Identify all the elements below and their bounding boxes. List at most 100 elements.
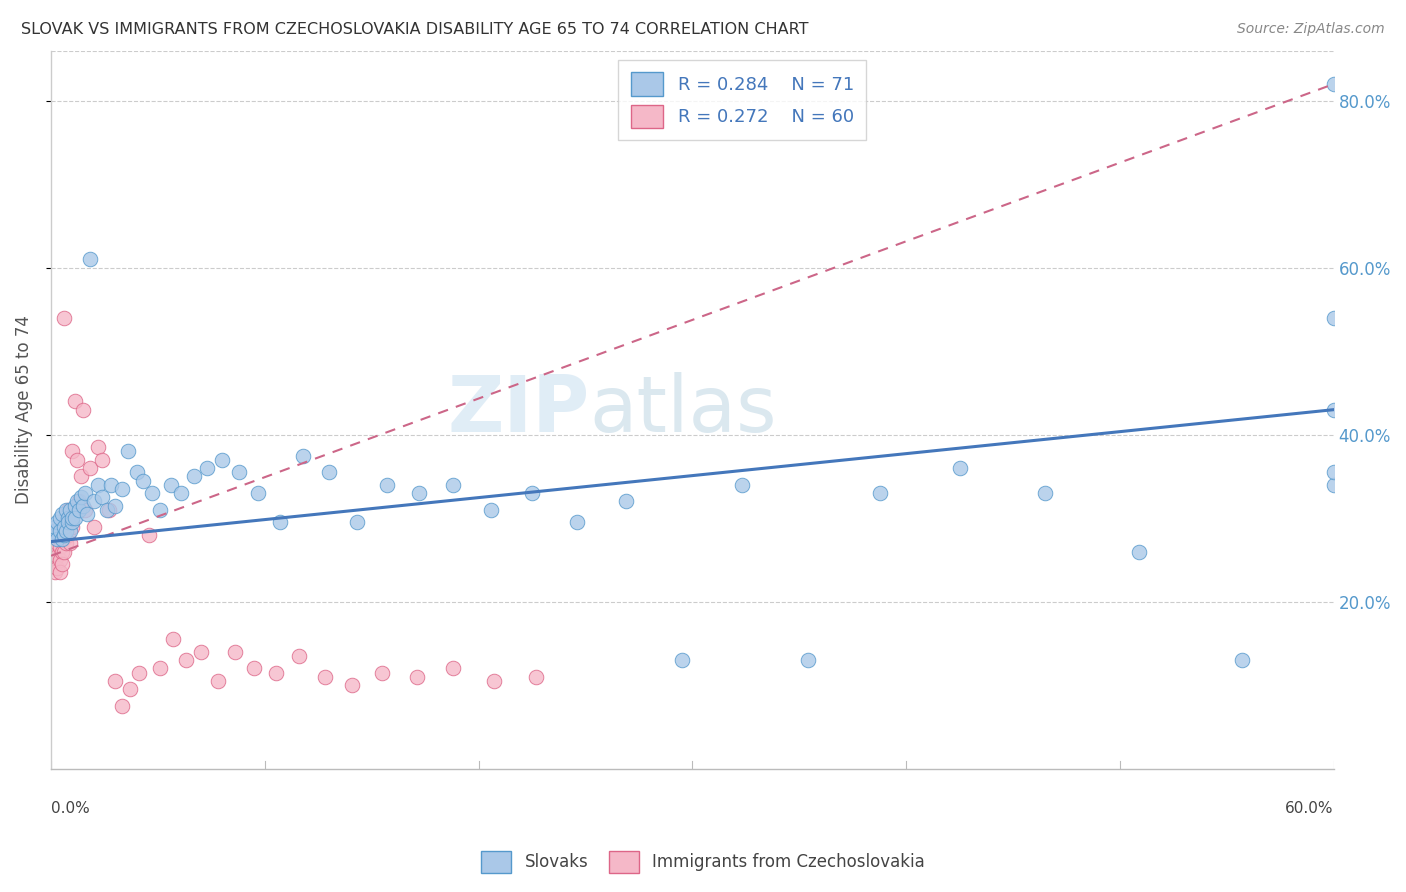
Point [91,452,114,467]
Point [52,528,75,542]
Point [67,503,90,517]
Point [671,653,693,667]
Point [162,632,184,647]
Point [183,469,205,483]
Point [520,486,543,500]
Point [408,486,430,500]
Point [96,503,118,517]
Point [62,519,84,533]
Point [55,524,77,538]
Legend: Slovaks, Immigrants from Czechoslovakia: Slovaks, Immigrants from Czechoslovakia [475,845,931,880]
Point [125,465,148,479]
Y-axis label: Disability Age 65 to 74: Disability Age 65 to 74 [15,315,32,504]
Point [149,661,172,675]
Point [83,519,105,533]
Point [117,444,139,458]
Point [51,544,73,558]
Point [224,645,246,659]
Point [104,673,127,688]
Point [87,440,110,454]
Point [59,503,82,517]
Point [128,665,150,680]
Point [55,516,77,530]
Point [91,491,114,505]
Legend: R = 0.284    N = 71, R = 0.272    N = 60: R = 0.284 N = 71, R = 0.272 N = 60 [619,60,866,140]
Point [70,469,93,483]
Point [56,528,79,542]
Point [79,461,101,475]
Point [62,516,84,530]
Point [48,524,70,538]
Point [42,524,65,538]
Point [59,536,82,550]
Point [269,516,291,530]
Point [243,661,266,675]
Point [56,511,79,525]
Point [52,532,75,546]
Point [44,553,66,567]
Point [44,566,66,580]
Point [371,665,394,680]
Point [149,503,172,517]
Point [52,310,75,325]
Point [1323,77,1346,91]
Text: Source: ZipAtlas.com: Source: ZipAtlas.com [1237,22,1385,37]
Point [48,553,70,567]
Point [174,653,197,667]
Point [1323,402,1346,417]
Text: SLOVAK VS IMMIGRANTS FROM CZECHOSLOVAKIA DISABILITY AGE 65 TO 74 CORRELATION CHA: SLOVAK VS IMMIGRANTS FROM CZECHOSLOVAKIA… [21,22,808,37]
Point [63,394,86,409]
Point [482,673,505,688]
Point [318,465,340,479]
Point [46,561,69,575]
Point [55,536,77,550]
Point [44,528,66,542]
Point [375,478,398,492]
Point [52,544,75,558]
Point [524,670,547,684]
Text: 0.0%: 0.0% [51,801,90,816]
Point [797,653,820,667]
Point [292,449,315,463]
Point [59,511,82,525]
Point [97,503,120,517]
Point [63,511,86,525]
Point [948,461,970,475]
Point [72,499,94,513]
Point [190,645,212,659]
Point [56,503,79,517]
Point [59,524,82,538]
Point [42,544,65,558]
Point [159,478,181,492]
Point [247,486,270,500]
Point [48,566,70,580]
Point [46,516,69,530]
Point [75,486,97,500]
Point [44,519,66,533]
Point [67,494,90,508]
Point [481,503,503,517]
Point [51,532,73,546]
Point [66,494,89,508]
Point [46,536,69,550]
Point [63,499,86,513]
Point [288,648,311,663]
Point [405,670,427,684]
Point [83,494,105,508]
Point [87,478,110,492]
Point [42,524,65,538]
Point [132,474,155,488]
Point [62,511,84,525]
Point [170,486,193,500]
Point [55,503,77,517]
Point [869,486,891,500]
Point [1230,653,1253,667]
Point [1033,486,1056,500]
Point [614,494,637,508]
Point [62,444,84,458]
Point [1323,310,1346,325]
Point [76,507,98,521]
Point [1323,478,1346,492]
Point [48,511,70,525]
Point [100,478,122,492]
